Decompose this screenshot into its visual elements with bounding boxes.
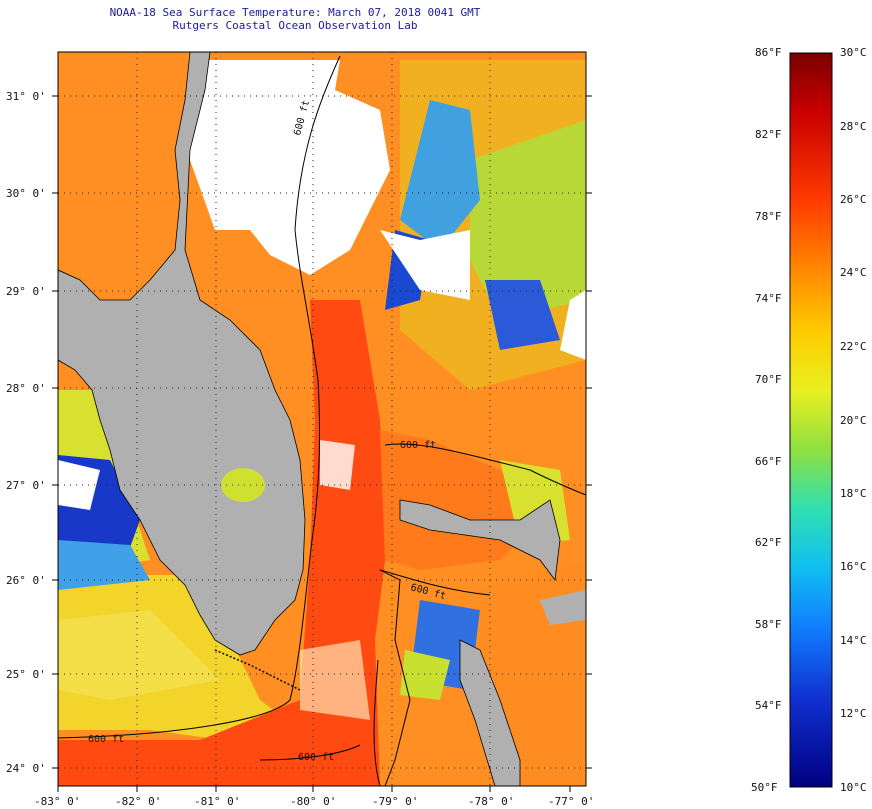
colorbar-c-label: 12°C xyxy=(840,707,867,720)
cloud-cover-north xyxy=(190,60,390,275)
colorbar-c-label: 14°C xyxy=(840,634,867,647)
colorbar-f-label: 78°F xyxy=(755,210,782,223)
lat-label: 27° 0' xyxy=(6,479,46,492)
map-subtitle: Rutgers Coastal Ocean Observation Lab xyxy=(172,19,418,32)
map-frame xyxy=(57,51,587,787)
lat-label: 26° 0' xyxy=(6,574,46,587)
lon-label: -78° 0' xyxy=(468,795,514,808)
colorbar-c-label: 10°C xyxy=(840,781,867,794)
florida-land xyxy=(58,52,306,656)
contour-label: 600 ft xyxy=(400,440,436,451)
colorbar-c-label: 18°C xyxy=(840,487,867,500)
colorbar-c-label: 28°C xyxy=(840,120,867,133)
colorbar-f-label: 50°F xyxy=(751,781,778,794)
temperature-colorbar xyxy=(789,52,833,788)
lon-label: -81° 0' xyxy=(194,795,240,808)
contour-label: 600 ft xyxy=(88,734,124,745)
lon-label: -77° 0' xyxy=(548,795,594,808)
colorbar-f-label: 66°F xyxy=(755,455,782,468)
colorbar-c-label: 22°C xyxy=(840,340,867,353)
colorbar-c-label: 24°C xyxy=(840,266,867,279)
colorbar-c-label: 20°C xyxy=(840,414,867,427)
lake-okeechobee xyxy=(221,468,265,502)
lon-label: -83° 0' xyxy=(34,795,80,808)
map-title: NOAA-18 Sea Surface Temperature: March 0… xyxy=(109,6,481,19)
lat-label: 30° 0' xyxy=(6,187,46,200)
colorbar-f-label: 74°F xyxy=(755,292,782,305)
grand-bahama-island xyxy=(399,499,561,582)
lat-label: 31° 0' xyxy=(6,90,46,103)
lat-label: 28° 0' xyxy=(6,382,46,395)
lat-label: 29° 0' xyxy=(6,285,46,298)
lon-label: -82° 0' xyxy=(115,795,161,808)
lon-label: -79° 0' xyxy=(372,795,418,808)
colorbar-c-label: 26°C xyxy=(840,193,867,206)
lat-label: 25° 0' xyxy=(6,668,46,681)
colorbar-c-label: 30°C xyxy=(840,46,867,59)
colorbar-f-label: 58°F xyxy=(755,618,782,631)
colorbar-f-label: 70°F xyxy=(755,373,782,386)
colorbar-c-label: 16°C xyxy=(840,560,867,573)
lat-label: 24° 0' xyxy=(6,762,46,775)
colorbar-f-label: 62°F xyxy=(755,536,782,549)
contour-label: 600 ft xyxy=(298,752,334,763)
colorbar-f-label: 82°F xyxy=(755,128,782,141)
lon-label: -80° 0' xyxy=(290,795,336,808)
colorbar-f-label: 86°F xyxy=(755,46,782,59)
colorbar-f-label: 54°F xyxy=(755,699,782,712)
graticule xyxy=(58,52,586,786)
